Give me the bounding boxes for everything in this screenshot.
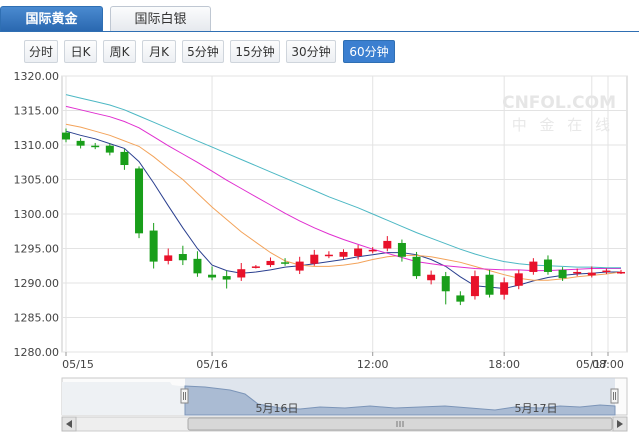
- scrollbar: [61, 416, 628, 432]
- candle-body: [573, 271, 582, 274]
- x-tick-label: 12:00: [357, 358, 389, 371]
- candle-body: [383, 240, 392, 249]
- y-tick-label: 1315.00: [14, 105, 60, 118]
- watermark-sub: 中 金 在 线: [512, 116, 614, 134]
- period-button-monthly[interactable]: 月K: [142, 40, 176, 63]
- period-button-60min[interactable]: 60分钟: [343, 40, 395, 63]
- ma5-line: [65, 130, 621, 290]
- candle-body: [222, 276, 231, 280]
- market-tabs: 国际黄金 国际白银: [0, 0, 639, 32]
- tabs-divider: [0, 31, 639, 32]
- y-tick-label: 1310.00: [14, 139, 60, 152]
- candle-body: [178, 254, 187, 261]
- candle-body: [617, 271, 625, 274]
- candle-body: [310, 254, 319, 264]
- candle-body: [62, 132, 70, 140]
- y-tick-label: 1290.00: [14, 277, 60, 290]
- y-tick-label: 1300.00: [14, 208, 60, 221]
- candle-body: [412, 256, 421, 277]
- period-button-daily[interactable]: 日K: [64, 40, 97, 63]
- candle-body: [456, 295, 465, 302]
- ma10-line: [65, 123, 622, 281]
- period-button-5min[interactable]: 5分钟: [182, 40, 224, 63]
- candle-body: [470, 276, 479, 297]
- navigator-label-0516: 5月16日: [256, 402, 299, 415]
- navigator-left-handle[interactable]: [180, 388, 189, 404]
- watermark-brand: CNFOL.COM: [502, 93, 616, 113]
- x-tick-label: 05/17: [576, 358, 608, 371]
- candle-body: [266, 260, 275, 266]
- candle-body: [441, 276, 450, 292]
- ma20-line: [65, 105, 621, 272]
- candle-body: [105, 145, 114, 153]
- candle-body: [500, 282, 509, 295]
- tab-gold[interactable]: 国际黄金: [0, 6, 103, 31]
- candle-body: [251, 266, 260, 268]
- candle-body: [529, 261, 538, 272]
- y-tick-label: 1320.00: [14, 70, 60, 83]
- arrow-left-icon: [66, 420, 72, 428]
- y-tick-label: 1285.00: [14, 312, 60, 325]
- candle-body: [368, 249, 377, 252]
- candle-body: [135, 168, 144, 234]
- candle-body: [164, 255, 173, 261]
- candle-body: [543, 259, 552, 272]
- x-tick-label: 08:00: [592, 358, 624, 371]
- x-tick-label: 05/15: [62, 358, 94, 371]
- period-button-intraday[interactable]: 分时: [24, 40, 58, 63]
- arrow-right-icon: [617, 420, 623, 428]
- candle-body: [514, 273, 523, 286]
- period-button-weekly[interactable]: 周K: [103, 40, 136, 63]
- y-axis: 1280.00 1285.00 1290.00 1295.00 1300.00 1305.…: [14, 70, 60, 359]
- navigator-label-0517: 5月17日: [515, 402, 558, 415]
- candle-body: [120, 151, 129, 166]
- y-tick-label: 1295.00: [14, 243, 60, 256]
- x-tick-label: 05/16: [196, 358, 228, 371]
- candle-body: [193, 258, 202, 274]
- candle-body: [76, 140, 85, 146]
- tab-silver[interactable]: 国际白银: [110, 6, 211, 31]
- y-tick-label: 1280.00: [14, 346, 60, 359]
- grip-icon: [396, 421, 404, 427]
- ma30-line: [65, 94, 621, 269]
- candle-body: [295, 261, 304, 271]
- candle-body: [91, 145, 100, 148]
- candle-body: [354, 248, 363, 257]
- x-tick-label: 18:00: [488, 358, 520, 371]
- navigator-right-handle[interactable]: [610, 388, 619, 404]
- navigator-left-area: [62, 382, 185, 415]
- candle-body: [149, 230, 158, 262]
- candle-body: [324, 254, 333, 257]
- navigator: 5月16日 5月17日: [61, 377, 628, 416]
- candle-body: [485, 274, 494, 295]
- y-tick-label: 1305.00: [14, 174, 60, 187]
- candle-body: [587, 272, 596, 276]
- candle-body: [208, 274, 217, 278]
- candle-body: [237, 269, 246, 278]
- candle-body: [602, 270, 611, 273]
- navigator-series: [184, 385, 616, 416]
- candles: [62, 128, 625, 306]
- candle-body: [281, 262, 290, 264]
- period-button-15min[interactable]: 15分钟: [230, 40, 280, 63]
- candle-body: [427, 274, 436, 281]
- candle-body: [339, 251, 348, 257]
- moving-averages: [65, 94, 622, 290]
- period-button-30min[interactable]: 30分钟: [286, 40, 336, 63]
- candle-body: [397, 242, 406, 257]
- candle-body: [558, 269, 567, 279]
